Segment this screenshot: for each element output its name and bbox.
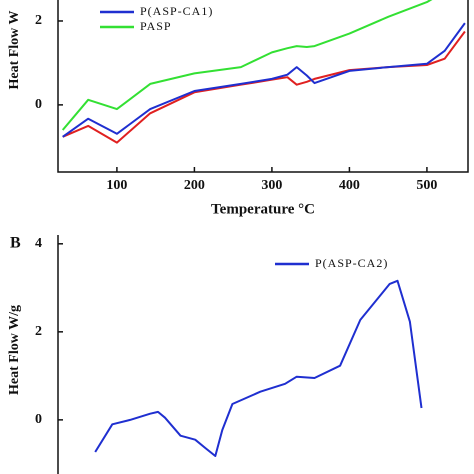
data-line bbox=[62, 30, 466, 144]
data-line bbox=[62, 22, 466, 138]
legend-label: P(ASP-CA2) bbox=[315, 256, 388, 270]
x-axis-label: Temperature °C bbox=[211, 201, 315, 217]
y-axis-label: Heat Flow W bbox=[7, 10, 22, 89]
plot-area bbox=[94, 279, 423, 457]
y-tick-label: 0 bbox=[35, 97, 42, 112]
x-tick-label: 100 bbox=[106, 178, 127, 193]
x-tick-label: 200 bbox=[184, 178, 205, 193]
y-tick-label: 2 bbox=[35, 324, 42, 339]
y-axis-label: Heat Flow W/g bbox=[7, 305, 22, 395]
data-line bbox=[61, 0, 433, 131]
data-line bbox=[94, 279, 423, 457]
y-tick-label: 0 bbox=[35, 412, 42, 427]
plot-frame bbox=[57, 0, 469, 173]
y-tick-label: 4 bbox=[35, 236, 42, 251]
x-tick-label: 400 bbox=[339, 178, 360, 193]
legend-label: P(ASP-CA1) bbox=[140, 4, 213, 18]
x-tick-label: 500 bbox=[416, 178, 437, 193]
y-tick-label: 2 bbox=[35, 13, 42, 28]
legend-label: PASP bbox=[140, 19, 172, 33]
panel-label: B bbox=[10, 235, 21, 252]
plot-area bbox=[61, 0, 466, 144]
x-tick-label: 300 bbox=[261, 178, 282, 193]
